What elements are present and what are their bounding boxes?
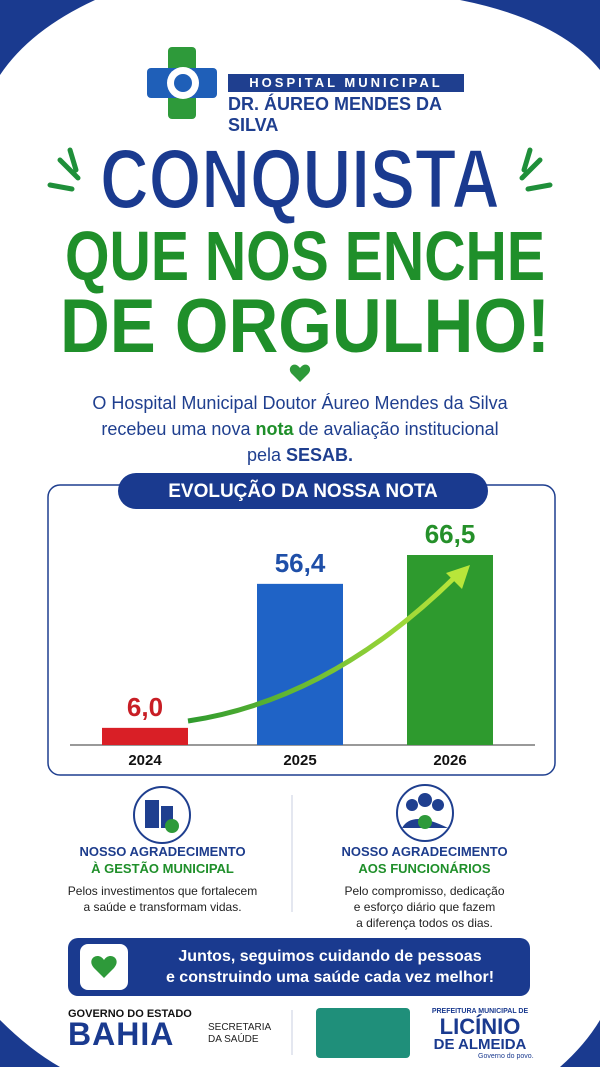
headline-line: CONQUISTA xyxy=(100,132,500,226)
chart-title: EVOLUÇÃO DA NOSSA NOTA xyxy=(168,480,438,502)
thanks-title: NOSSO AGRADECIMENTO xyxy=(79,844,246,859)
intro-text: pela xyxy=(246,445,281,465)
intro-text: recebeu uma nova xyxy=(101,419,251,439)
headline: CONQUISTA QUE NOS ENCHE DE ORGULHO! xyxy=(60,131,550,360)
headline-line: QUE NOS ENCHE xyxy=(65,217,545,295)
thanks-block: NOSSO AGRADECIMENTO AOS FUNCIONÁRIOS Pel… xyxy=(302,843,547,931)
intro: O Hospital Municipal Doutor Áureo Mendes… xyxy=(40,390,560,468)
value-label: 66,5 xyxy=(425,519,476,549)
thanks-line: a diferença todos os dias. xyxy=(356,916,493,930)
x-tick-label: 2025 xyxy=(283,752,316,769)
header-line2: DR. ÁUREO MENDES DA SILVA xyxy=(228,94,442,135)
trend-arrow xyxy=(187,575,457,724)
thanks-line: Pelo compromisso, dedicação xyxy=(344,884,505,898)
thanks-title: AOS FUNCIONÁRIOS xyxy=(358,861,491,876)
banner-line: e construindo uma saúde cada vez melhor! xyxy=(165,969,495,986)
headline-line: DE ORGULHO! xyxy=(60,284,550,360)
thanks-title: À GESTÃO MUNICIPAL xyxy=(91,861,234,876)
trend-arrow-head xyxy=(446,565,470,589)
footer-line: SECRETARIA xyxy=(208,1022,272,1033)
footer-bahia: BAHIA xyxy=(68,1016,175,1052)
footer-slogan: Governo do povo. xyxy=(478,1053,534,1060)
intro-highlight: nota xyxy=(255,419,294,439)
banner-text: Juntos, seguimos cuidando de pessoas e co… xyxy=(140,946,520,988)
thanks-body: Pelo compromisso, dedicação e esforço diá… xyxy=(302,883,547,931)
heart-icon xyxy=(80,944,128,990)
footer-line: DA SAÚDE xyxy=(208,1034,259,1045)
bar xyxy=(407,555,493,745)
value-label: 6,0 xyxy=(127,692,163,722)
banner-line: Juntos, seguimos cuidando de pessoas xyxy=(178,948,482,965)
chart: EVOLUÇÃO DA NOSSA NOTA 6,0 2024 56,4 2025 66… xyxy=(47,473,556,776)
intro-highlight: SESAB. xyxy=(286,445,354,465)
thanks-block: NOSSO AGRADECIMENTO À GESTÃO MUNICIPAL P… xyxy=(40,843,285,915)
bar xyxy=(257,583,343,745)
thanks-body: Pelos investimentos que fortalecem a saúd… xyxy=(40,883,285,915)
value-label: 56,4 xyxy=(275,548,326,578)
footer-pref: PREFEITURA MUNICIPAL DE xyxy=(431,1008,529,1015)
thanks-line: e esforço diário que fazem xyxy=(353,900,496,914)
x-tick-label: 2024 xyxy=(128,752,162,769)
intro-text: O Hospital Municipal Doutor Áureo Mendes… xyxy=(92,393,508,413)
thanks-title: NOSSO AGRADECIMENTO xyxy=(341,844,508,859)
banner: Juntos, seguimos cuidando de pessoas e co… xyxy=(68,938,530,996)
footer-secretaria: SECRETARIA DA SAÚDE xyxy=(208,1022,271,1046)
x-tick-label: 2026 xyxy=(433,752,466,769)
header-line1: HOSPITAL MUNICIPAL xyxy=(249,75,443,90)
footer-state: GOVERNO DO ESTADO xyxy=(68,1008,192,1020)
thanks-line: a saúde e transformam vidas. xyxy=(83,900,242,914)
thanks-line: Pelos investimentos que fortalecem xyxy=(67,884,258,898)
bar xyxy=(102,727,188,745)
footer-city: LICÍNIO xyxy=(439,1014,521,1039)
intro-text: de avaliação institucional xyxy=(298,419,499,439)
footer-city: DE ALMEIDA xyxy=(433,1036,527,1053)
